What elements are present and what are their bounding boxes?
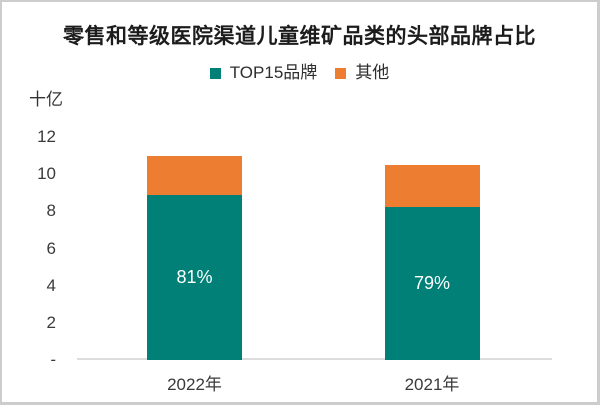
y-tick-label: 10 (37, 164, 56, 184)
x-axis-line (77, 358, 552, 360)
legend: TOP15品牌 其他 (2, 63, 597, 83)
bar-data-label: 81% (176, 267, 213, 288)
legend-label-top15: TOP15品牌 (229, 63, 318, 82)
legend-label-other: 其他 (355, 63, 390, 82)
y-tick-label: 12 (37, 127, 56, 146)
bar-segment (147, 155, 242, 195)
bar-segment: 79% (384, 206, 480, 360)
bar-segment (384, 164, 480, 207)
bar-segment: 81% (147, 194, 242, 360)
legend-swatch-top15 (209, 67, 221, 79)
chart-title: 零售和等级医院渠道儿童维矿品类的头部品牌占比 (63, 25, 536, 48)
y-tick-label: 6 (46, 238, 56, 258)
y-tick-label: 8 (46, 201, 56, 221)
legend-swatch-other (335, 67, 347, 79)
y-tick-label: 2 (46, 312, 56, 332)
x-axis-label: 2021年 (404, 375, 460, 394)
x-axis-label: 2022年 (167, 375, 222, 394)
y-axis-unit-label: 十亿 (29, 90, 63, 109)
y-tick-label: 4 (46, 275, 56, 295)
y-tick-label: - (50, 350, 56, 369)
legend-item-top15: TOP15品牌 (209, 63, 318, 83)
bar-data-label: 79% (413, 273, 451, 294)
plot-area: 12 10 8 6 4 2 - 81% 2022年 79% 2021年 (2, 2, 597, 402)
legend-item-other: 其他 (335, 63, 389, 83)
